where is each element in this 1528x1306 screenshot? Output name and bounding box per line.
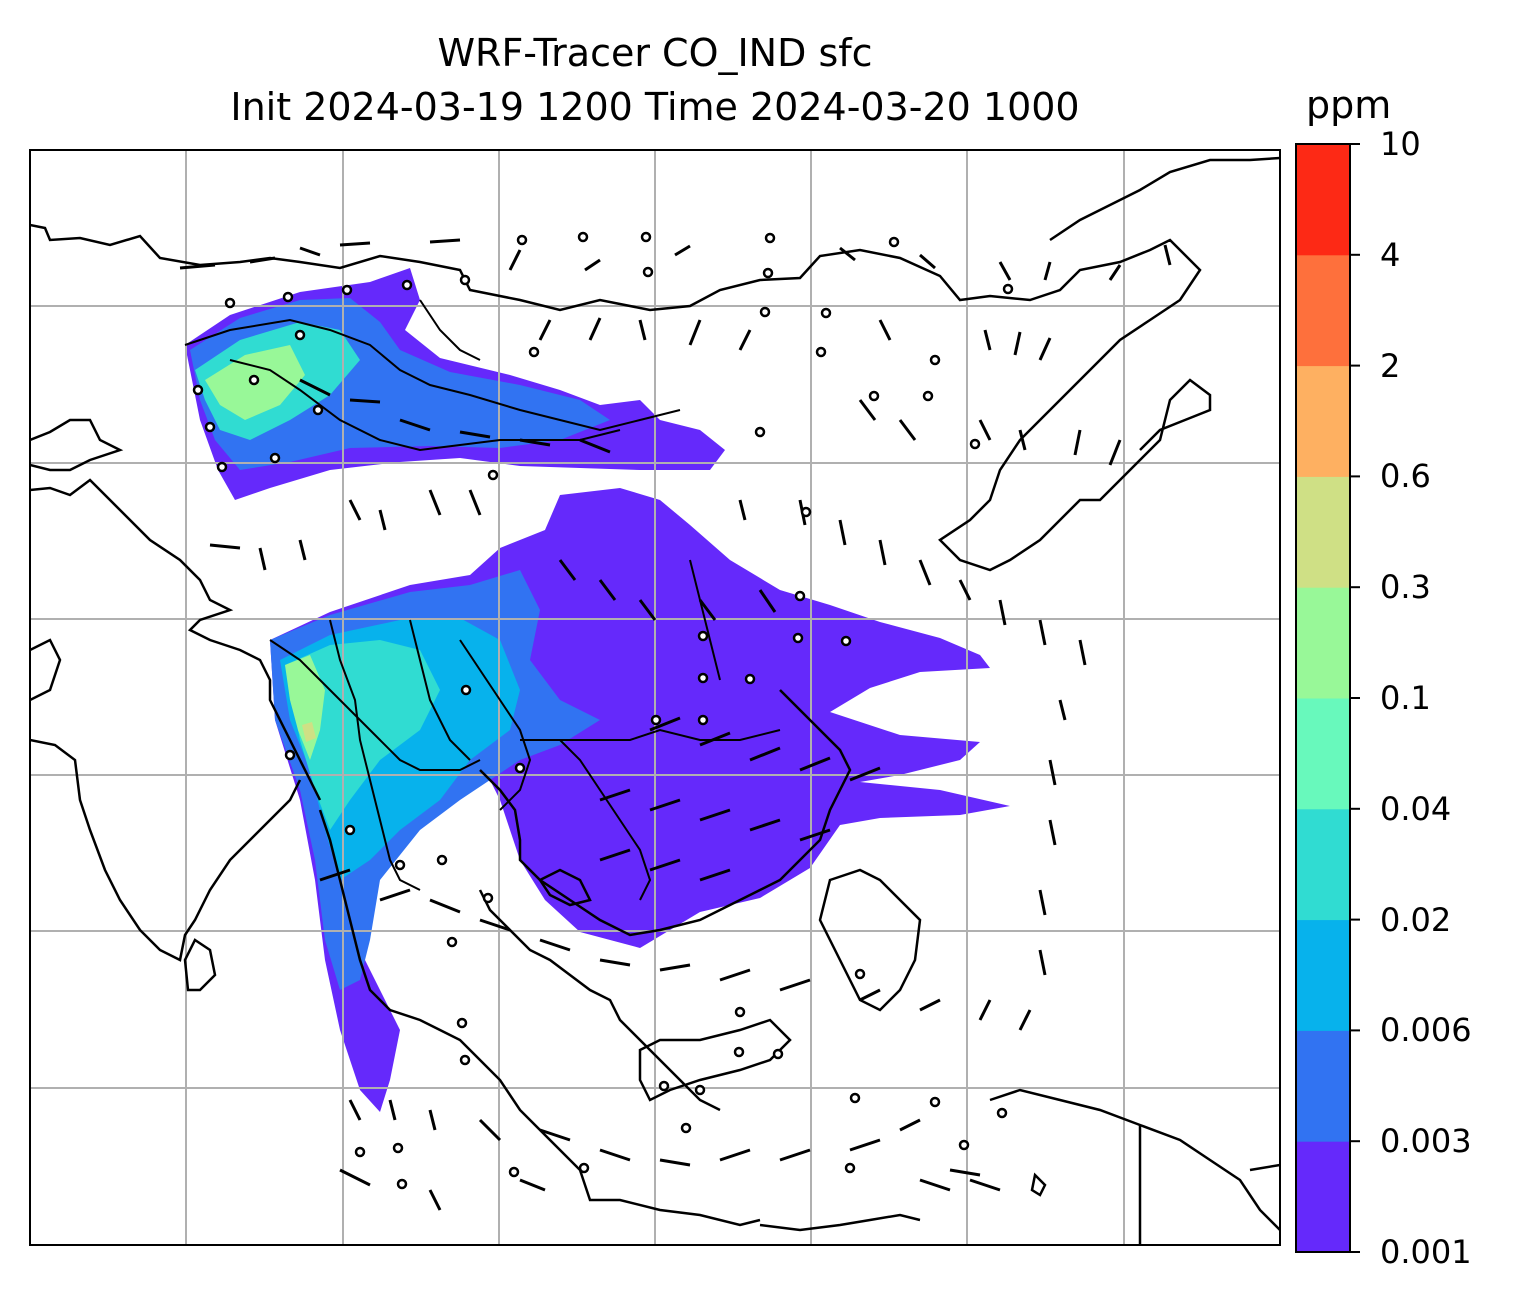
colorbar-tick-label: 4: [1380, 235, 1401, 274]
colorbar-tick-label: 0.001: [1380, 1233, 1472, 1271]
tracer-plume-central-highest: [285, 655, 325, 760]
colorbar-swatch: [1296, 144, 1350, 256]
colorbar-tick-label: 0.1: [1380, 679, 1431, 717]
colorbar: [1295, 143, 1360, 1253]
tracer-fields: [185, 268, 1010, 1112]
colorbar-ticks: [1350, 143, 1360, 1253]
colorbar-swatch: [1296, 587, 1350, 699]
colorbar-tick-label: 0.04: [1380, 789, 1452, 828]
colorbar-tick-label: 0.006: [1380, 1011, 1472, 1050]
colorbar-tick-label: 0.6: [1380, 457, 1431, 496]
tracer-plume-central-peak: [302, 722, 316, 742]
colorbar-tick-label: 0.02: [1380, 900, 1452, 939]
wind-barbs: [179, 238, 1172, 1211]
colorbar-swatch: [1296, 698, 1350, 810]
map-frame: [29, 149, 1281, 1246]
colorbar-swatches: [1296, 144, 1350, 1253]
colorbar-swatch: [1296, 1030, 1350, 1142]
grid-lines: [30, 150, 1280, 1245]
colorbar-tick-label: 0.003: [1380, 1122, 1472, 1161]
colorbar-tick-label: 10: [1380, 125, 1421, 163]
colorbar-tick-label: 2: [1380, 346, 1401, 385]
colorbar-unit-label: ppm: [1306, 83, 1392, 127]
calm-wind-markers: [192, 231, 1014, 1190]
colorbar-swatch: [1296, 365, 1350, 477]
colorbar-swatch: [1296, 254, 1350, 367]
colorbar-swatch: [1296, 919, 1350, 1031]
coastlines: [30, 156, 1280, 1245]
country-borders: [184, 299, 781, 901]
colorbar-swatch: [1296, 476, 1350, 588]
colorbar-tick-label: 0.3: [1380, 568, 1431, 607]
colorbar-swatch: [1296, 1141, 1350, 1253]
chart-subtitle: Init 2024-03-19 1200 Time 2024-03-20 100…: [230, 85, 1080, 129]
map-content: [30, 150, 1280, 1245]
colorbar-swatch: [1296, 808, 1350, 921]
chart-title: WRF-Tracer CO_IND sfc: [437, 31, 873, 75]
